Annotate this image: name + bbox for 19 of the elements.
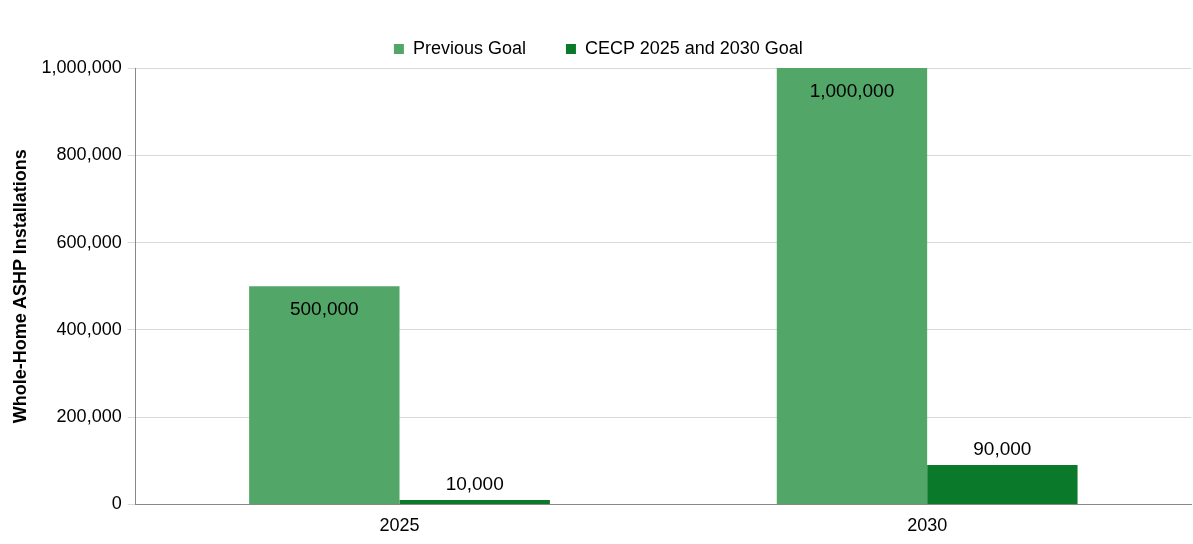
- y-tick-label: 0: [111, 493, 122, 514]
- y-tick-label: 400,000: [56, 318, 122, 339]
- bar: [776, 68, 928, 504]
- y-tick-label: 800,000: [56, 144, 122, 165]
- data-label: 90,000: [973, 437, 1032, 459]
- bar: [927, 465, 1078, 504]
- legend-label: CECP 2025 and 2030 Goal: [584, 37, 803, 58]
- legend-label: Previous Goal: [412, 37, 526, 58]
- y-axis-title: Whole-Home ASHP Installations: [9, 149, 30, 424]
- bar: [249, 286, 400, 504]
- y-tick-label: 200,000: [56, 406, 122, 427]
- y-tick-label: 600,000: [56, 231, 122, 252]
- x-tick-label: 2025: [379, 515, 420, 536]
- data-label: 10,000: [445, 472, 504, 494]
- bar: [399, 500, 550, 504]
- x-tick-label: 2030: [907, 515, 948, 536]
- data-label: 500,000: [289, 297, 359, 319]
- y-tick-label: 1,000,000: [41, 56, 122, 77]
- data-label: 1,000,000: [809, 79, 895, 101]
